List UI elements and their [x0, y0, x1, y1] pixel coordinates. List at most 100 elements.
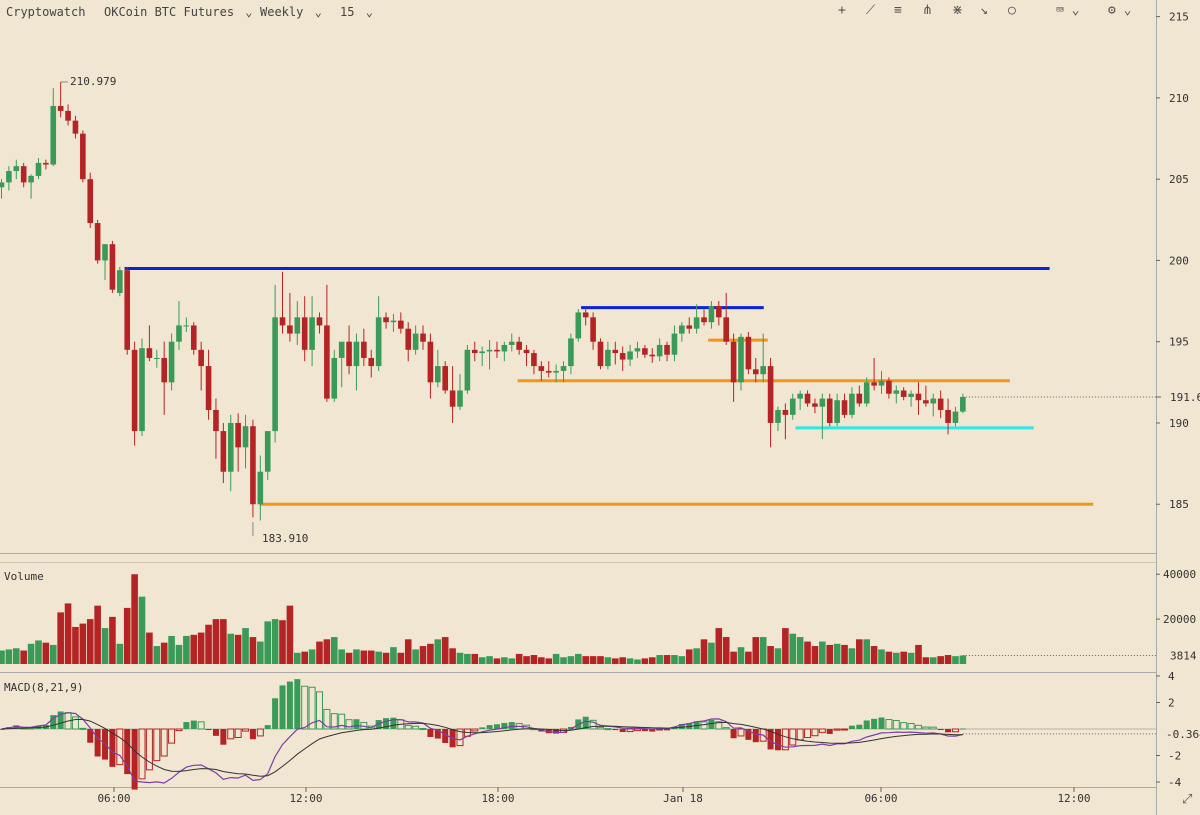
macd-histogram-bar — [619, 729, 626, 733]
macd-histogram-bar — [848, 725, 855, 729]
pitchfork-icon[interactable]: ⋔ — [922, 3, 933, 18]
volume-bar — [5, 649, 13, 664]
candle-body — [190, 325, 197, 350]
candlesticks — [0, 81, 966, 521]
time-tick-label: Jan 18 — [663, 792, 703, 805]
keyboard-menu[interactable]: ⌨ ⌄ — [1056, 3, 1079, 18]
brand-label[interactable]: Cryptowatch — [6, 5, 86, 19]
volume-bar — [183, 635, 190, 664]
candle-body — [708, 305, 715, 323]
volume-bar — [907, 652, 915, 664]
macd-histogram-bar — [937, 729, 944, 730]
volume-bar — [804, 641, 811, 664]
volume-bar — [441, 637, 449, 664]
candle-body — [804, 393, 811, 404]
settings-menu[interactable]: ⚙ ⌄ — [1108, 3, 1131, 18]
resize-corner[interactable]: ⤢ — [1178, 787, 1200, 813]
volume-bar — [249, 637, 257, 664]
candle-body — [590, 317, 596, 342]
macd-histogram-bar — [885, 719, 893, 730]
candle-body — [338, 341, 345, 358]
fan-icon[interactable]: ⋇ — [952, 3, 963, 18]
volume-bar — [427, 643, 434, 664]
macd-histogram-bar — [323, 708, 331, 730]
macd-histogram-bar — [664, 729, 671, 731]
macd-histogram-bar — [412, 725, 420, 730]
macd-histogram-bar — [604, 728, 612, 731]
low-price-label: 183.910 — [262, 532, 308, 545]
macd-histogram-bar — [767, 729, 774, 750]
volume-bar — [892, 652, 900, 664]
price-tick-label: 185 — [1169, 498, 1189, 511]
volume-bar — [782, 628, 789, 664]
macd-histogram-bar — [796, 728, 804, 741]
macd-pane-title: MACD(8,21,9) — [4, 681, 83, 694]
candle-body — [930, 398, 937, 404]
candle-body — [368, 357, 375, 367]
candle-body — [375, 317, 382, 367]
macd-histogram-bar — [486, 725, 493, 729]
candle-body — [213, 409, 219, 432]
macd-histogram-bar — [811, 728, 819, 737]
macd-histogram-bar — [781, 728, 789, 751]
trendline-icon[interactable]: ⟋ — [866, 3, 876, 18]
circle-icon[interactable]: ○ — [1008, 3, 1016, 18]
macd-histogram-bar — [833, 728, 841, 731]
candle-body — [353, 341, 360, 367]
macd-histogram-bar — [745, 729, 752, 740]
macd-histogram-bar — [160, 728, 168, 757]
candle-body — [383, 317, 389, 323]
candle-body — [257, 471, 264, 505]
volume-bar — [27, 643, 35, 664]
macd-histogram-bar — [945, 729, 952, 733]
candle-body — [686, 325, 693, 329]
candle-body — [331, 357, 338, 399]
volume-bar — [72, 626, 79, 664]
volume-bar — [234, 634, 242, 664]
macd-histogram-bar — [404, 724, 412, 730]
period-selector[interactable]: 15 ⌄ — [340, 5, 373, 19]
volume-bar — [190, 634, 198, 664]
macd-histogram-bar — [553, 729, 560, 734]
macd-histogram-bar — [582, 716, 589, 729]
candle-body — [102, 244, 108, 261]
volume-bar — [708, 642, 715, 664]
macd-histogram-bar — [715, 721, 723, 730]
volume-bar — [523, 656, 530, 664]
candle-body — [760, 366, 766, 375]
volume-bar — [493, 658, 501, 664]
market-selector[interactable]: OKCoin BTC Futures ⌄ — [104, 5, 253, 19]
volume-bar — [833, 643, 841, 664]
macd-histogram-bar — [656, 728, 664, 731]
volume-bar — [671, 655, 678, 664]
volume-bar — [796, 637, 804, 664]
macd-histogram-bar — [256, 728, 264, 737]
candle-body — [863, 382, 870, 404]
volume-bar — [841, 644, 848, 664]
volume-bar — [294, 652, 301, 664]
time-tick-label: 06:00 — [864, 792, 897, 805]
contract-selector[interactable]: Weekly ⌄ — [260, 5, 322, 19]
macd-histogram-bar — [892, 720, 900, 730]
crosshair-icon[interactable]: + — [838, 3, 846, 18]
volume-tick-label: 20000 — [1163, 613, 1196, 626]
macd-histogram-bar — [959, 728, 966, 730]
volume-bar — [626, 658, 634, 664]
candle-body — [767, 366, 774, 423]
horizontal-levels[interactable] — [60, 81, 1156, 537]
arrow-icon[interactable]: ↘ — [980, 3, 988, 18]
candle-body — [316, 317, 323, 326]
volume-pane-title: Volume — [4, 570, 44, 583]
candle-body — [390, 320, 397, 323]
volume-bar — [730, 651, 737, 664]
candle-body — [582, 312, 589, 318]
volume-bar — [567, 656, 575, 664]
volume-bar — [464, 653, 471, 664]
macd-histogram-bar — [116, 728, 124, 766]
candle-body — [649, 354, 656, 357]
horizontal-lines-icon[interactable]: ≡ — [894, 3, 902, 18]
candle-body — [937, 398, 944, 410]
volume-bar — [700, 639, 708, 664]
macd-histogram-bar — [641, 729, 648, 732]
